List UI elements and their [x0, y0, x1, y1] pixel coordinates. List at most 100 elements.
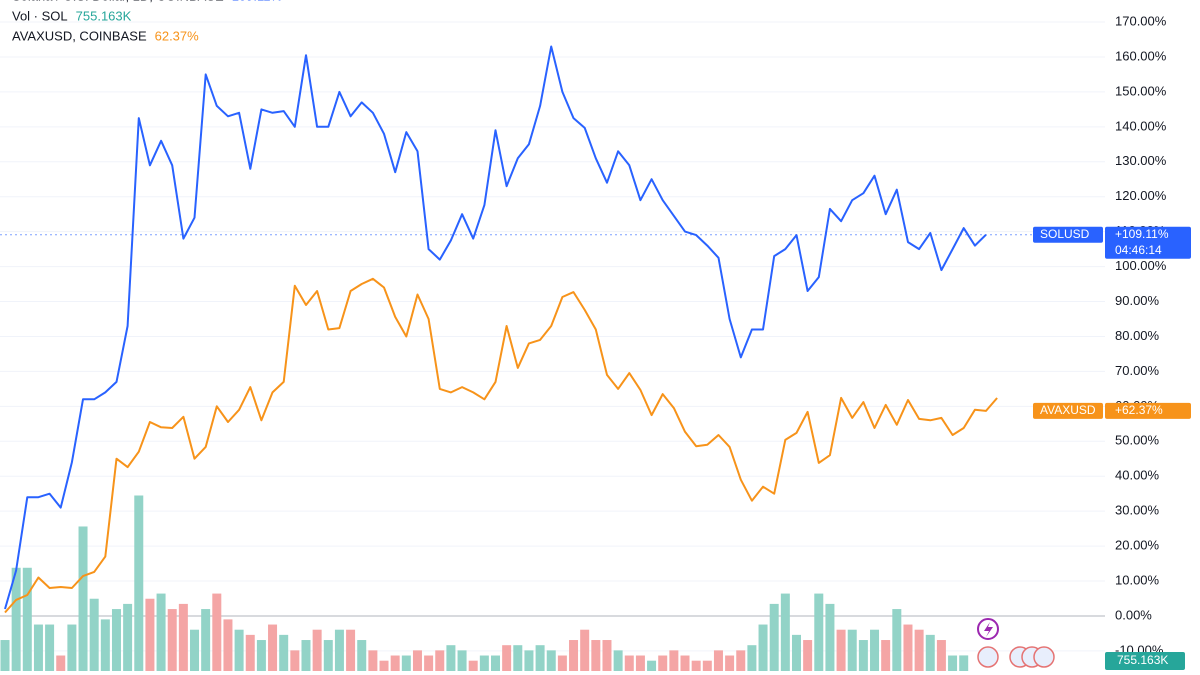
- y-tick-label: 80.00%: [1115, 328, 1160, 343]
- volume-bar: [491, 655, 500, 671]
- volume-bar: [312, 629, 322, 671]
- price-tag-label: +62.37%: [1115, 403, 1163, 417]
- y-tick-label: 170.00%: [1115, 13, 1167, 28]
- volume-bar: [212, 593, 222, 671]
- series-name-tag: [1033, 226, 1103, 243]
- volume-bar: [78, 526, 88, 671]
- volume-bar: [401, 655, 411, 671]
- volume-bar: [814, 593, 824, 671]
- volume-bar: [502, 645, 512, 671]
- volume-bar: [11, 567, 21, 671]
- volume-bar: [691, 660, 701, 671]
- series-name-tag-label: SOLUSD: [1040, 227, 1090, 241]
- volume-bar: [780, 593, 790, 671]
- volume-bar: [959, 655, 969, 671]
- volume-bar: [669, 650, 679, 671]
- volume-bar: [446, 645, 456, 671]
- volume-bar: [290, 650, 300, 671]
- volume-bar: [557, 655, 567, 671]
- volume-bar: [624, 655, 634, 671]
- volume-bar: [301, 640, 311, 671]
- volume-bar: [256, 640, 266, 671]
- volume-bar: [0, 640, 10, 671]
- y-tick-label: 120.00%: [1115, 188, 1167, 203]
- y-tick-label: 50.00%: [1115, 433, 1160, 448]
- y-tick-label: 30.00%: [1115, 503, 1160, 518]
- volume-bar: [178, 603, 188, 671]
- volume-bar: [111, 609, 121, 671]
- volume-bar: [702, 660, 712, 671]
- volume-bar: [825, 603, 835, 671]
- volume-bar: [858, 640, 868, 671]
- volume-bar: [156, 593, 166, 671]
- volume-bar: [412, 650, 422, 671]
- volume-bar: [680, 655, 690, 671]
- volume-bar: [635, 655, 645, 671]
- volume-bar: [245, 634, 255, 671]
- y-tick-label: 160.00%: [1115, 48, 1167, 63]
- volume-bar: [435, 650, 445, 671]
- volume-bar: [791, 634, 801, 671]
- volume-bar: [591, 640, 601, 671]
- volume-bar: [390, 655, 400, 671]
- price-tag-label: +109.11%: [1115, 227, 1169, 241]
- volume-bar: [925, 634, 935, 671]
- volume-bar: [167, 609, 177, 671]
- legend-text: Solana / U.S. Dollar, 1D, COINBASE: [12, 0, 224, 3]
- volume-bar: [346, 629, 356, 671]
- y-tick-label: 150.00%: [1115, 83, 1167, 98]
- volume-bar: [479, 655, 489, 671]
- volume-bar: [123, 603, 133, 671]
- volume-bar: [948, 655, 958, 671]
- volume-bar: [602, 640, 612, 671]
- volume-bar: [713, 650, 723, 671]
- volume-bar: [580, 629, 590, 671]
- volume-bar: [457, 650, 467, 671]
- legend: Solana / U.S. Dollar, 1D, COINBASE 109.11…: [12, 0, 283, 43]
- flag-icon[interactable]: [977, 646, 999, 668]
- y-tick-label: 20.00%: [1115, 538, 1160, 553]
- volume-bar: [881, 640, 891, 671]
- series-name-tag-label: AVAXUSD: [1040, 403, 1096, 417]
- y-tick-label: 40.00%: [1115, 468, 1160, 483]
- volume-bar: [725, 655, 735, 671]
- volume-bar: [769, 603, 779, 671]
- y-tick-label: 100.00%: [1115, 258, 1167, 273]
- volume-bar: [67, 624, 77, 671]
- volume-bar: [803, 640, 813, 671]
- y-tick-label: 140.00%: [1115, 118, 1167, 133]
- volume-bar: [546, 650, 556, 671]
- volume-bar: [201, 609, 211, 671]
- volume-tag: [1105, 652, 1185, 670]
- volume-bar: [334, 629, 344, 671]
- volume-bar: [33, 624, 43, 671]
- y-tick-label: 10.00%: [1115, 572, 1160, 587]
- volume-bar: [914, 629, 924, 671]
- volume-bar: [190, 629, 200, 671]
- volume-bar: [569, 640, 579, 671]
- grid: [0, 21, 1105, 652]
- y-tick-label: 130.00%: [1115, 153, 1167, 168]
- volume-bar: [56, 655, 66, 671]
- legend-value: 755.163K: [76, 8, 132, 23]
- volume-bar: [379, 660, 389, 671]
- price-tag: [1105, 226, 1191, 259]
- volume-bar: [903, 624, 913, 671]
- volume-bar: [736, 650, 746, 671]
- volume-bar: [747, 645, 757, 671]
- series-name-tag: [1033, 402, 1103, 419]
- volume-bar: [45, 624, 55, 671]
- volume-bar: [870, 629, 880, 671]
- legend-value: 62.37%: [155, 28, 200, 43]
- volume-bar: [145, 598, 155, 671]
- y-tick-label: 90.00%: [1115, 293, 1160, 308]
- volume-bar: [647, 660, 657, 671]
- volume-bar: [268, 624, 278, 671]
- series-line: [4, 277, 998, 614]
- flag-icon[interactable]: [1033, 646, 1055, 668]
- series-line: [4, 45, 987, 610]
- volume-tag-label: 755.163K: [1117, 653, 1168, 667]
- volume-bar: [936, 640, 946, 671]
- volume-bar: [847, 629, 857, 671]
